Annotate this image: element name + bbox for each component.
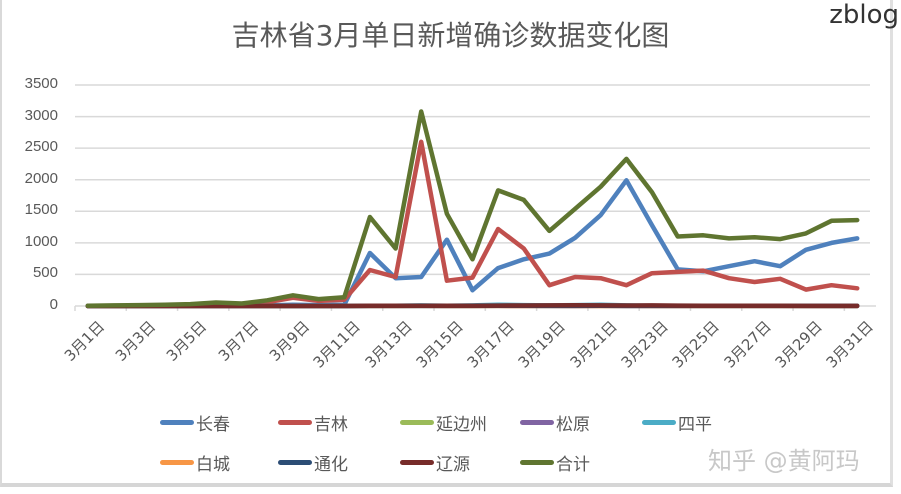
legend-label: 白城 [196, 455, 230, 475]
legend-swatch [520, 420, 554, 425]
series-line-8 [85, 109, 860, 308]
legend-item: 辽源 [400, 450, 470, 475]
legend-label: 辽源 [436, 455, 470, 475]
legend-item: 松原 [520, 410, 590, 435]
legend-item: 长春 [160, 410, 230, 435]
legend-swatch [642, 420, 676, 425]
chart-frame [0, 0, 893, 487]
legend-label: 通化 [314, 455, 348, 475]
legend-swatch [278, 420, 312, 425]
y-tick-label: 3000 [24, 106, 58, 124]
y-tick-label: 3500 [24, 75, 58, 92]
y-tick-label: 1000 [24, 232, 58, 250]
legend-label: 松原 [556, 415, 590, 435]
y-tick-label: 2000 [24, 169, 58, 187]
legend-item: 四平 [642, 410, 712, 435]
legend-item: 延边州 [400, 410, 487, 435]
legend-swatch [278, 460, 312, 465]
legend-item: 合计 [520, 450, 590, 475]
legend-item: 通化 [278, 450, 348, 475]
watermark-bottom: 知乎 @黄阿玛 [708, 447, 860, 475]
legend-label: 延边州 [436, 415, 487, 435]
y-tick-label: 0 [49, 296, 58, 313]
series-line-7 [85, 302, 860, 309]
legend-swatch [520, 460, 554, 465]
legend-item: 吉林 [278, 410, 348, 435]
series-line-1 [85, 139, 860, 309]
y-tick-label: 500 [32, 264, 58, 282]
legend-label: 吉林 [314, 415, 348, 435]
legend-label: 合计 [556, 455, 590, 475]
legend-swatch [400, 460, 434, 465]
legend-swatch [160, 420, 194, 425]
chart-title: 吉林省3月单日新增确诊数据变化图 [231, 19, 670, 52]
watermark-top: zblog [829, 0, 899, 30]
y-tick-label: 1500 [24, 201, 58, 219]
legend-swatch [160, 460, 194, 465]
legend-label: 四平 [678, 415, 712, 435]
y-tick-label: 2500 [24, 138, 58, 156]
legend-label: 长春 [196, 415, 230, 435]
legend-swatch [400, 420, 434, 425]
legend-item: 白城 [160, 450, 230, 475]
